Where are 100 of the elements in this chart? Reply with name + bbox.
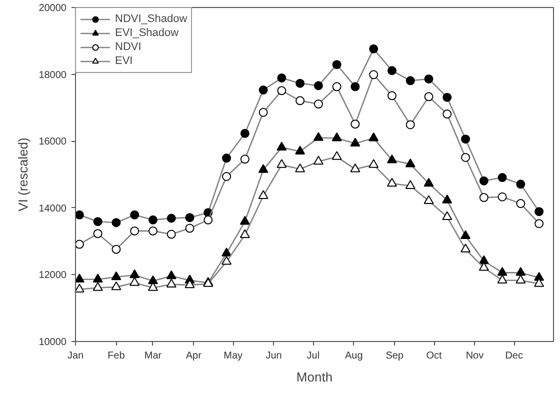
y-tick-label: 16000 — [38, 136, 67, 148]
point — [332, 151, 342, 160]
point — [368, 159, 379, 168]
point — [442, 92, 452, 102]
point — [92, 282, 103, 291]
point — [240, 216, 250, 225]
point — [277, 86, 286, 96]
point — [93, 217, 102, 226]
point — [296, 78, 305, 88]
point — [516, 267, 526, 276]
point — [387, 91, 396, 100]
point — [130, 269, 140, 278]
point — [314, 100, 323, 109]
point — [479, 176, 488, 186]
point — [148, 226, 158, 236]
x-axis-title: Month — [296, 370, 333, 384]
y-tick-label: 20000 — [38, 3, 67, 14]
x-tick-label: May — [224, 350, 243, 362]
point — [498, 192, 507, 202]
legend-label: EVI — [115, 54, 134, 68]
point — [240, 128, 250, 138]
point — [240, 154, 250, 164]
x-tick-label: Nov — [466, 350, 484, 362]
point — [258, 108, 268, 117]
x-tick-label: Feb — [108, 350, 126, 362]
point — [130, 210, 140, 220]
point — [424, 178, 434, 187]
point — [460, 230, 471, 240]
x-tick-label: Aug — [345, 350, 363, 362]
point — [276, 142, 287, 151]
point — [386, 154, 397, 164]
point — [166, 230, 176, 239]
point — [516, 180, 526, 189]
point — [442, 211, 452, 220]
x-tick-label: Mar — [144, 350, 162, 362]
point — [479, 193, 488, 202]
point — [369, 70, 378, 80]
point — [313, 156, 324, 165]
point — [76, 240, 84, 249]
point — [112, 244, 121, 254]
point — [405, 180, 416, 189]
x-tick-label: Jun — [266, 350, 282, 362]
point — [350, 163, 360, 172]
legend-label: NDVI — [115, 40, 142, 54]
point — [112, 218, 121, 228]
point — [442, 110, 452, 119]
point — [258, 86, 268, 94]
point — [295, 163, 306, 172]
point — [516, 199, 526, 208]
point — [166, 278, 176, 288]
point — [516, 274, 526, 284]
point — [111, 271, 122, 280]
point — [258, 190, 268, 199]
point — [222, 172, 232, 181]
point — [461, 152, 470, 162]
point — [534, 219, 544, 228]
point — [368, 132, 379, 142]
x-tick-label: Apr — [186, 350, 202, 362]
y-axis-title: VI (rescaled) — [16, 138, 31, 212]
point — [386, 178, 397, 187]
point — [76, 284, 84, 292]
x-tick-label: Jul — [306, 350, 320, 362]
x-tick-label: Sep — [386, 350, 404, 362]
point — [130, 226, 140, 236]
point — [332, 82, 342, 92]
point — [148, 275, 158, 284]
point — [460, 244, 471, 252]
point — [76, 274, 84, 282]
point — [350, 82, 360, 92]
point — [405, 158, 416, 168]
point — [424, 74, 434, 84]
point — [369, 44, 378, 54]
point — [424, 92, 434, 102]
point — [92, 274, 103, 282]
point — [130, 277, 140, 286]
point — [277, 73, 286, 82]
point — [166, 270, 176, 280]
legend-label: EVI_Shadow — [115, 26, 179, 40]
x-tick-label: Oct — [426, 350, 442, 362]
point — [498, 173, 507, 182]
point — [166, 214, 176, 223]
point — [497, 267, 508, 276]
point — [222, 154, 232, 163]
point — [148, 215, 158, 224]
point — [295, 146, 306, 155]
point — [222, 248, 232, 256]
point — [185, 224, 194, 233]
point — [185, 213, 194, 222]
point — [497, 274, 508, 284]
point — [534, 207, 544, 216]
point — [406, 76, 415, 86]
point — [204, 215, 213, 224]
y-tick-label: 12000 — [38, 270, 67, 282]
point — [296, 96, 305, 106]
point — [332, 132, 342, 142]
point — [314, 81, 323, 90]
y-tick-label: 18000 — [38, 70, 67, 81]
point — [276, 159, 287, 168]
point — [424, 195, 434, 204]
point — [111, 281, 122, 290]
